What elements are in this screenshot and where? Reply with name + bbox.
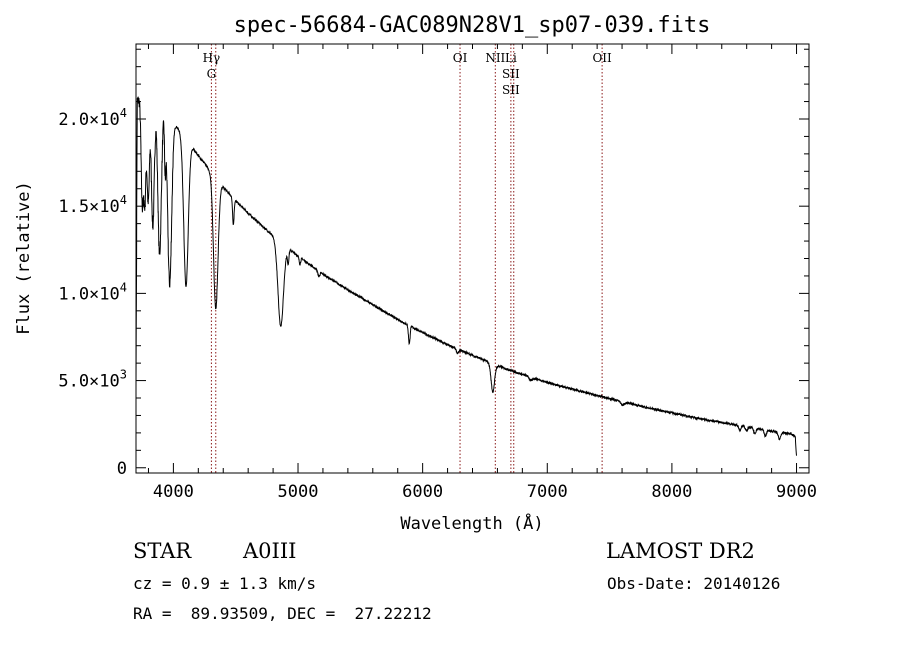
y-tick-label: 1.5×104: [58, 193, 127, 217]
y-tick-label: 0: [117, 459, 127, 479]
x-tick-label: 7000: [527, 482, 568, 502]
line-marker-labels: Hγ G OI NII Li SII SII OII: [203, 51, 612, 97]
survey-release: LAMOST DR2: [606, 539, 755, 563]
spectral-line-label: Hγ: [203, 51, 221, 65]
x-tick-label: 6000: [402, 482, 443, 502]
spectral-line-label: OI: [453, 51, 468, 65]
y-tick-label: 2.0×104: [58, 106, 127, 130]
spectral-line-label: SII: [502, 83, 520, 97]
redshift-velocity: cz = 0.9 ± 1.3 km/s: [133, 574, 317, 593]
x-tick-label: 4000: [153, 482, 194, 502]
chart-title: spec-56684-GAC089N28V1_sp07-039.fits: [234, 13, 711, 38]
spectral-line-label: OII: [592, 51, 612, 65]
spectral-line-label: SII: [502, 67, 520, 81]
coordinates: RA = 89.93509, DEC = 27.22212: [133, 604, 432, 623]
spectral-line-label: NII: [485, 51, 505, 65]
subclass: A0III: [243, 539, 297, 563]
y-tick-label: 1.0×104: [58, 280, 127, 304]
spectral-line-label: G: [207, 67, 217, 81]
plot-frame: [135, 43, 810, 474]
spectral-line-label: Li: [505, 51, 517, 65]
x-tick-label: 9000: [776, 482, 817, 502]
x-tick-label: 5000: [278, 482, 319, 502]
y-axis-label: Flux (relative): [14, 181, 34, 335]
object-type: STAR: [133, 539, 192, 563]
observation-date: Obs-Date: 20140126: [607, 574, 781, 593]
y-tick-label: 5.0×103: [58, 368, 127, 392]
x-axis-label: Wavelength (Å): [400, 512, 543, 534]
x-tick-label: 8000: [651, 482, 692, 502]
spectrum-line: [135, 96, 797, 456]
